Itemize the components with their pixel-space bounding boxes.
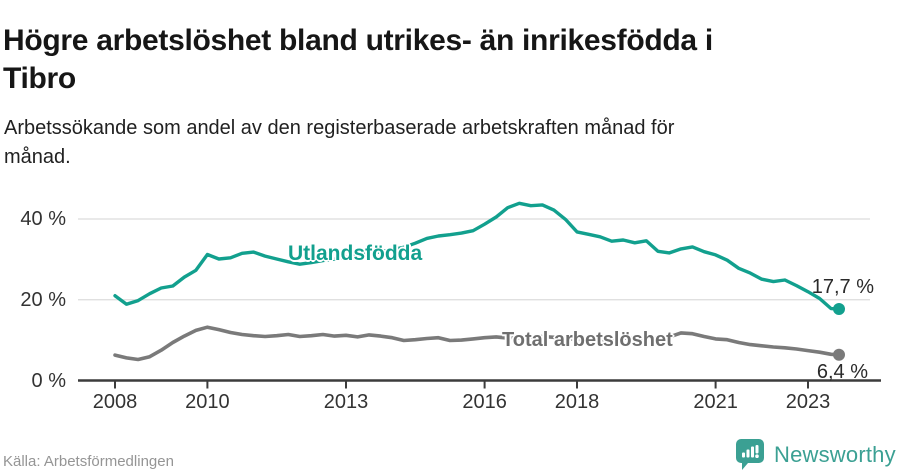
series-end-dot [833,303,845,315]
series-label-utlandsfodda: Utlandsfödda [288,242,423,265]
y-axis-label: 0 % [31,369,66,392]
y-axis-label: 40 % [20,208,66,230]
series-line [113,325,841,362]
newsworthy-wordmark: Newsworthy [774,441,896,467]
newsworthy-bubble-chart-icon [736,439,764,470]
y-axis-label: 20 % [20,288,66,311]
newsworthy-logo[interactable]: Newsworthy [735,438,896,471]
x-axis-label: 2023 [785,391,831,413]
page-subtitle: Arbetssökande som andel av den registerb… [4,114,824,172]
x-axis-label: 2010 [185,391,230,413]
x-axis-label: 2021 [693,391,738,413]
x-axis-label: 2013 [323,391,369,413]
page-title: Högre arbetslöshet bland utrikes- än inr… [3,22,897,98]
page-title-line2: Tibro [3,62,76,96]
x-axis-label: 2018 [554,391,600,413]
source-note: Källa: Arbetsförmedlingen [3,453,174,470]
series-label-total-arbetsloshet: Total arbetslöshet [502,329,673,351]
page-title-line1: Högre arbetslöshet bland utrikes- än inr… [3,24,713,58]
page-subtitle-line2: månad. [4,146,71,168]
end-value-utlandsfodda: 17,7 % [811,276,874,298]
end-value-total-arbetsloshet: 6,4 % [816,361,868,383]
x-axis-label: 2008 [92,391,138,413]
page-subtitle-line1: Arbetssökande som andel av den registerb… [4,117,675,139]
x-axis-label: 2016 [462,391,507,413]
series-line [113,201,841,311]
series-end-dot [833,348,845,361]
